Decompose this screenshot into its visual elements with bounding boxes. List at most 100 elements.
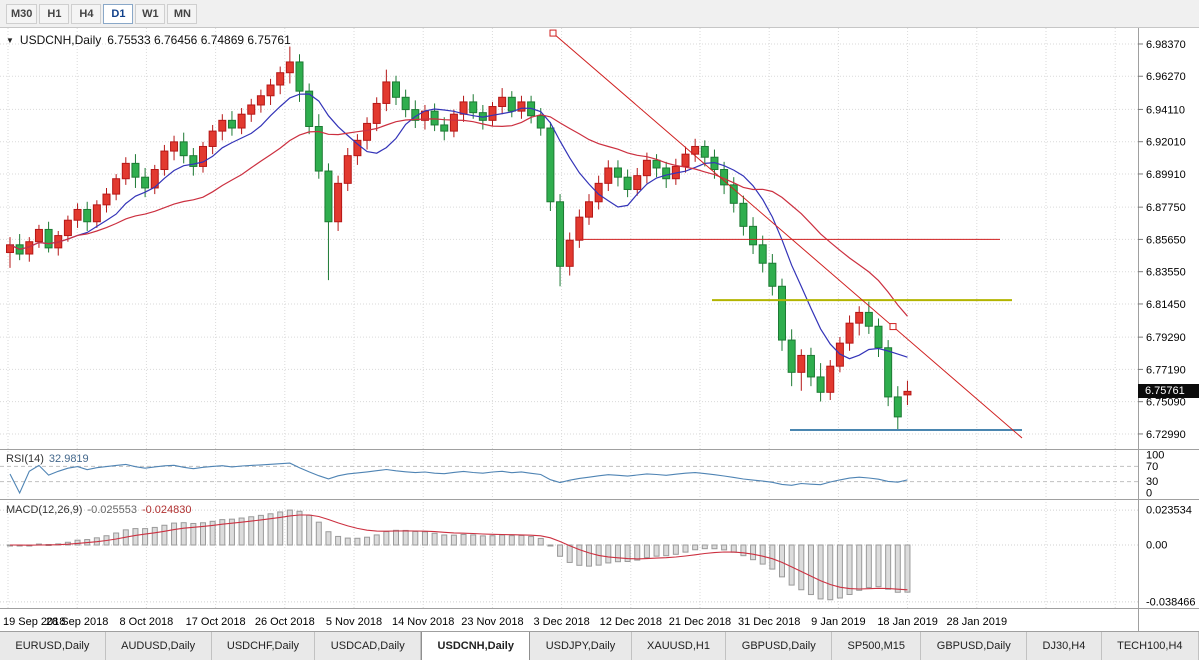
timeframe-button-w1[interactable]: W1 <box>135 3 166 24</box>
macd-bar <box>499 534 506 546</box>
macd-bar <box>132 528 139 546</box>
timeframe-button-m30[interactable]: M30 <box>6 3 38 24</box>
macd-bar <box>209 520 216 546</box>
macd-bar <box>364 536 371 546</box>
symbol-tab-usdchf-daily[interactable]: USDCHF,Daily <box>211 632 316 660</box>
chart-objects <box>549 29 1023 439</box>
candle <box>613 167 622 178</box>
symbol-tab-usdcnh-daily[interactable]: USDCNH,Daily <box>421 632 531 660</box>
timeframe-button-mn[interactable]: MN <box>167 3 198 24</box>
date-label: 17 Oct 2018 <box>186 616 246 628</box>
macd-bar <box>431 532 438 546</box>
rsi-line <box>9 462 908 495</box>
candle <box>218 119 227 132</box>
macd-bar <box>257 514 264 546</box>
symbol-tab-gbpusd-daily[interactable]: GBPUSD,Daily <box>726 632 833 660</box>
candle <box>179 141 188 157</box>
date-label: 28 Jan 2019 <box>947 616 1008 628</box>
date-label: 14 Nov 2018 <box>392 616 454 628</box>
candle <box>430 110 439 126</box>
macd-bar <box>827 544 834 601</box>
macd-bar <box>277 511 284 546</box>
price-tick-label: 6.83550 <box>1146 267 1186 279</box>
candle <box>63 219 72 237</box>
candle <box>874 325 883 349</box>
candle <box>170 141 179 152</box>
date-label: 12 Dec 2018 <box>600 616 662 628</box>
macd-bar <box>711 544 718 550</box>
macd-bar <box>248 516 255 546</box>
candle <box>691 145 700 155</box>
chart-canvas[interactable]: 6.98370 6.96270 6.94110 6.92010 6.89910 6.877… <box>0 28 1199 631</box>
candle <box>440 124 449 132</box>
candle <box>797 354 806 373</box>
candle <box>363 122 372 141</box>
date-label: 28 Sep 2018 <box>46 616 108 628</box>
candle <box>864 311 873 327</box>
macd-bar <box>460 533 467 546</box>
candle <box>256 95 265 106</box>
descending-trendline[interactable] <box>552 32 1023 439</box>
macd-bar <box>190 522 197 546</box>
macd-bar <box>856 544 863 591</box>
timeframe-button-h1[interactable]: H1 <box>39 3 70 24</box>
trendline-handle[interactable] <box>889 323 897 331</box>
symbol-tab-dj30-h4[interactable]: DJ30,H4 <box>1027 632 1102 660</box>
symbol-tab-usdcad-daily[interactable]: USDCAD,Daily <box>315 632 422 660</box>
macd-bar <box>315 521 322 546</box>
candle <box>92 204 101 223</box>
candle <box>739 202 748 227</box>
price-tick-label: 6.77190 <box>1146 364 1186 376</box>
candle <box>778 285 786 341</box>
candle <box>507 96 516 112</box>
date-label: 31 Dec 2018 <box>738 616 800 628</box>
candle <box>536 115 545 129</box>
macd-bar <box>286 509 293 546</box>
timeframe-button-d1[interactable]: D1 <box>103 3 134 24</box>
macd-bar <box>875 544 882 588</box>
symbol-tab-usdjpy-daily[interactable]: USDJPY,Daily <box>530 632 632 660</box>
symbol-tab-gbpusd-daily[interactable]: GBPUSD,Daily <box>921 632 1028 660</box>
candle <box>749 225 758 246</box>
date-label: 9 Jan 2019 <box>811 616 865 628</box>
macd-bar <box>759 544 766 565</box>
candle <box>6 244 14 253</box>
trendline-handle[interactable] <box>549 29 557 37</box>
macd-bar <box>643 544 650 559</box>
symbol-tab-sp500-m15[interactable]: SP500,M15 <box>832 632 922 660</box>
date-label: 26 Oct 2018 <box>255 616 315 628</box>
candle <box>324 170 333 223</box>
current-price-badge: 6.75761 <box>1138 384 1199 399</box>
macd-bar <box>634 544 641 561</box>
price-axis[interactable]: 6.98370 6.96270 6.94110 6.92010 6.89910 6.877… <box>1138 39 1196 608</box>
symbol-tab-tech100-h4[interactable]: TECH100,H4 <box>1101 632 1199 660</box>
macd-bar <box>788 544 795 586</box>
macd-bar <box>219 519 226 546</box>
date-label: 8 Oct 2018 <box>119 616 173 628</box>
candle <box>160 150 169 171</box>
chart-region[interactable]: 6.98370 6.96270 6.94110 6.92010 6.89910 6.877… <box>0 28 1199 631</box>
macd-bar <box>653 544 660 557</box>
price-tick-label: 6.72990 <box>1146 429 1186 441</box>
candle <box>237 113 246 129</box>
candle <box>604 167 613 184</box>
candle <box>285 61 294 74</box>
candle <box>34 228 43 243</box>
macd-bar <box>740 544 747 557</box>
date-label: 21 Dec 2018 <box>669 616 731 628</box>
macd-bar <box>547 544 554 547</box>
macd-bar <box>508 535 515 546</box>
symbol-tab-xauusd-h1[interactable]: XAUUSD,H1 <box>631 632 727 660</box>
timeframe-button-h4[interactable]: H4 <box>71 3 102 24</box>
candle <box>652 159 661 169</box>
symbol-tab-eurusd-daily[interactable]: EURUSD,Daily <box>0 632 106 660</box>
macd-bar <box>894 544 901 593</box>
candle <box>141 176 150 189</box>
macd-bar <box>296 510 303 546</box>
symbol-tab-audusd-daily[interactable]: AUDUSD,Daily <box>105 632 212 660</box>
candle <box>884 347 893 398</box>
timeframe-toolbar: M30 H1 H4 D1 W1 MN <box>0 0 1199 28</box>
candle <box>266 84 275 97</box>
